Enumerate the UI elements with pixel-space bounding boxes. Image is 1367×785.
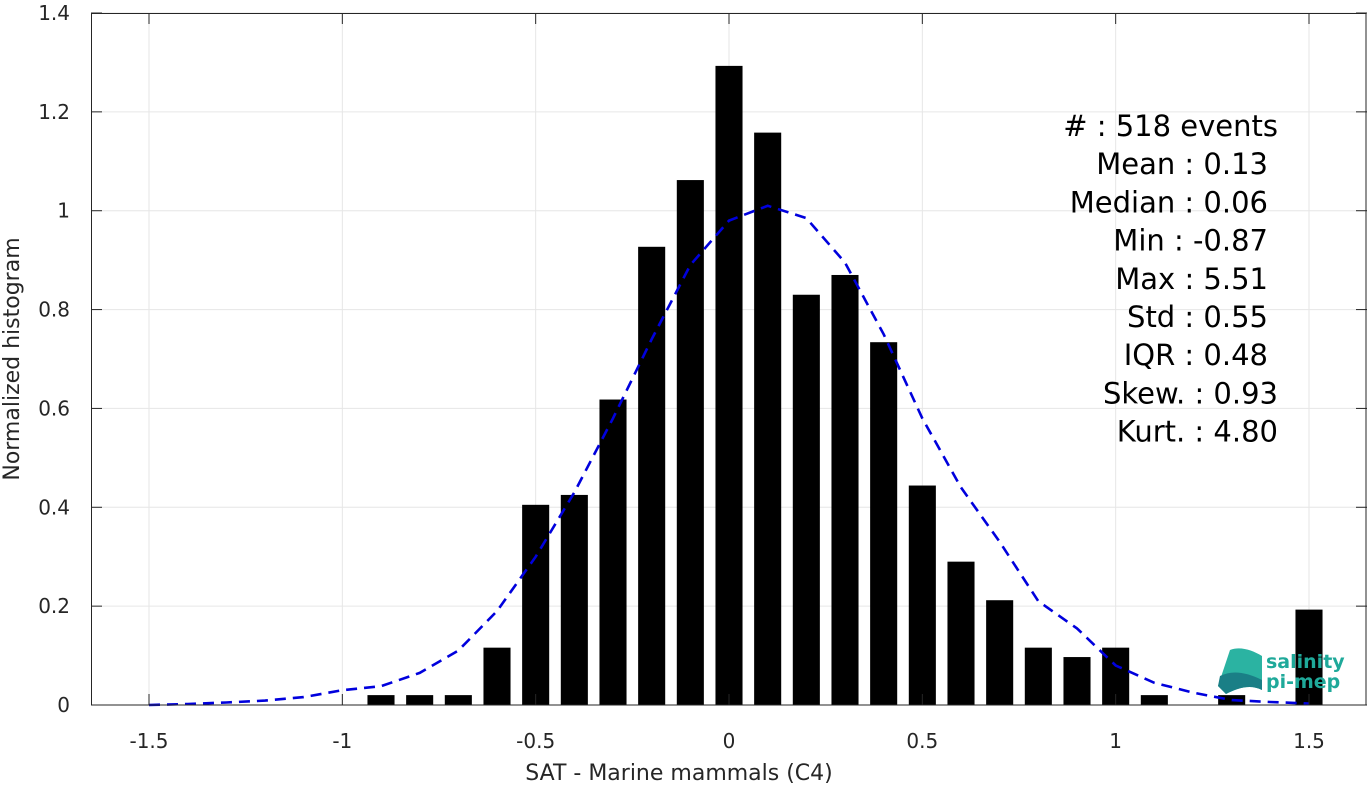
x-tick-label: -1 xyxy=(332,729,352,753)
histogram-bar xyxy=(483,647,511,705)
x-tick-label: -0.5 xyxy=(516,729,555,753)
stat-line: Std : 0.55 xyxy=(1127,300,1268,334)
histogram-bar xyxy=(1140,695,1168,705)
x-tick-label: 0.5 xyxy=(906,729,938,753)
axis-ticks xyxy=(91,12,1367,706)
histogram-bar xyxy=(444,695,472,705)
stats-box: # : 518 events Mean : 0.13 Median : 0.06 Mi… xyxy=(1063,109,1278,449)
histogram-bar xyxy=(676,180,704,705)
x-tick-label: 0 xyxy=(723,729,736,753)
stat-line: IQR : 0.48 xyxy=(1124,338,1268,372)
histogram-bar xyxy=(947,561,975,705)
y-tick-label: 0 xyxy=(57,693,70,717)
histogram-bar xyxy=(792,294,820,705)
histogram-bar xyxy=(560,494,588,705)
y-tick-label: 1 xyxy=(57,199,70,223)
histogram-bar xyxy=(1063,657,1091,705)
y-tick-label: 0.6 xyxy=(38,396,70,420)
y-tick-labels: 0 0.2 0.4 0.6 0.8 1 1.2 1.4 xyxy=(38,1,70,717)
stat-line: # : 518 events xyxy=(1063,109,1278,143)
salinity-pimep-logo: salinity pi-mep xyxy=(1218,648,1345,694)
fit-curve xyxy=(148,204,1310,707)
histogram-bar xyxy=(1218,695,1246,705)
histogram-bar xyxy=(406,695,434,705)
y-tick-label: 0.4 xyxy=(38,495,70,519)
logo-line2: pi-mep xyxy=(1266,671,1340,693)
histogram-bar xyxy=(367,695,395,705)
y-tick-label: 1.2 xyxy=(38,100,70,124)
x-tick-labels: -1.5 -1 -0.5 0 0.5 1 1.5 xyxy=(129,729,1324,753)
y-tick-label: 0.8 xyxy=(38,298,70,322)
y-axis-label: Normalized histogram xyxy=(0,237,25,480)
wave-logo-shade-icon xyxy=(1218,672,1262,694)
stat-line: Kurt. : 4.80 xyxy=(1117,415,1278,449)
stat-line: Median : 0.06 xyxy=(1070,185,1268,219)
histogram-bar xyxy=(522,504,550,705)
stat-line: Mean : 0.13 xyxy=(1096,147,1268,181)
logo-line1: salinity xyxy=(1266,651,1345,673)
histogram-bar xyxy=(754,132,782,706)
stat-line: Max : 5.51 xyxy=(1115,262,1268,296)
histogram-bar xyxy=(1295,609,1323,705)
histogram-bar xyxy=(986,600,1014,705)
y-tick-label: 0.2 xyxy=(38,594,70,618)
histogram-bar xyxy=(638,246,666,705)
x-tick-label: -1.5 xyxy=(129,729,168,753)
histogram-bar xyxy=(1024,647,1052,705)
histogram-bar xyxy=(870,342,898,705)
x-tick-label: 1 xyxy=(1109,729,1122,753)
histogram-bars xyxy=(367,65,1323,706)
histogram-bar xyxy=(908,485,936,705)
x-axis-label: SAT - Marine mammals (C4) xyxy=(525,761,833,785)
histogram-bar xyxy=(599,399,627,705)
stat-line: Skew. : 0.93 xyxy=(1103,376,1278,410)
histogram-bar xyxy=(715,65,743,706)
y-tick-label: 1.4 xyxy=(38,1,70,25)
x-tick-label: 1.5 xyxy=(1293,729,1325,753)
histogram-bar xyxy=(831,274,859,705)
stat-line: Min : -0.87 xyxy=(1113,224,1268,258)
